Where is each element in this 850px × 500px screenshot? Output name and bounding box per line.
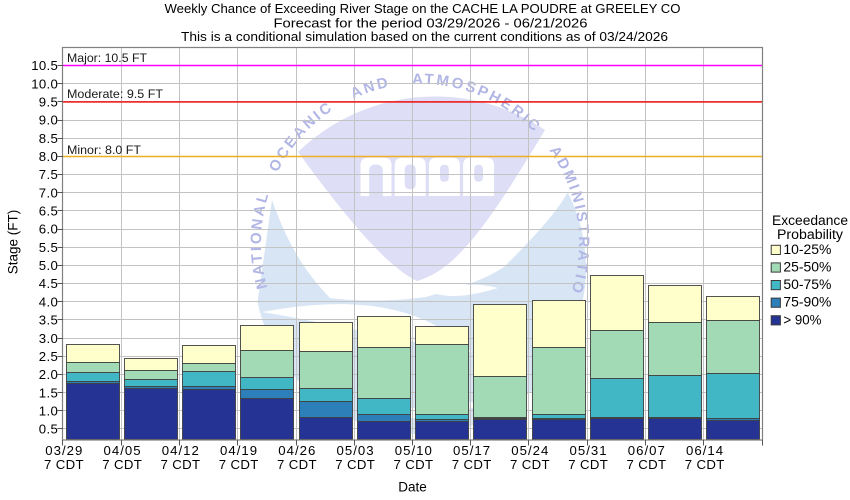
svg-text:This is a conditional simulati: This is a conditional simulation based o… (181, 29, 668, 44)
svg-text:2.0: 2.0 (39, 367, 58, 382)
svg-text:Exceedance: Exceedance (772, 213, 848, 228)
svg-text:Forecast for the period 03/29/: Forecast for the period 03/29/2026 - 06/… (274, 15, 588, 30)
svg-text:04/05: 04/05 (104, 443, 141, 458)
svg-text:7 CDT: 7 CDT (102, 457, 142, 472)
svg-text:05/10: 05/10 (395, 443, 432, 458)
svg-text:7.0: 7.0 (39, 185, 58, 200)
svg-text:6.0: 6.0 (39, 222, 58, 237)
svg-text:> 90%: > 90% (783, 312, 821, 327)
svg-text:05/24: 05/24 (511, 443, 548, 458)
svg-text:05/31: 05/31 (570, 443, 607, 458)
svg-text:3.5: 3.5 (39, 313, 58, 328)
svg-text:04/26: 04/26 (278, 443, 315, 458)
svg-text:8.5: 8.5 (39, 131, 58, 146)
svg-text:9.0: 9.0 (39, 113, 58, 128)
svg-text:2.5: 2.5 (39, 349, 58, 364)
svg-text:Date: Date (398, 480, 427, 495)
svg-text:5.5: 5.5 (39, 240, 58, 255)
svg-text:Weekly Chance of Exceeding Riv: Weekly Chance of Exceeding River Stage o… (165, 1, 681, 16)
svg-text:06/14: 06/14 (686, 443, 723, 458)
svg-text:Moderate: 9.5 FT: Moderate: 9.5 FT (67, 87, 163, 101)
svg-text:04/19: 04/19 (220, 443, 257, 458)
svg-text:05/03: 05/03 (337, 443, 374, 458)
svg-text:7 CDT: 7 CDT (568, 457, 608, 472)
svg-text:4.5: 4.5 (39, 276, 58, 291)
svg-text:7 CDT: 7 CDT (277, 457, 317, 472)
svg-text:10.5: 10.5 (31, 58, 58, 73)
svg-text:06/07: 06/07 (628, 443, 665, 458)
svg-text:50-75%: 50-75% (783, 277, 831, 292)
svg-text:3.0: 3.0 (39, 331, 58, 346)
svg-text:1.0: 1.0 (39, 403, 58, 418)
svg-text:04/12: 04/12 (162, 443, 199, 458)
svg-text:7 CDT: 7 CDT (627, 457, 667, 472)
svg-text:75-90%: 75-90% (783, 295, 831, 310)
svg-text:Minor: 8.0 FT: Minor: 8.0 FT (67, 143, 141, 157)
svg-text:03/29: 03/29 (45, 443, 82, 458)
svg-text:7 CDT: 7 CDT (44, 457, 84, 472)
svg-text:25-50%: 25-50% (783, 260, 831, 275)
svg-text:7 CDT: 7 CDT (394, 457, 434, 472)
svg-text:7 CDT: 7 CDT (452, 457, 492, 472)
svg-text:7.5: 7.5 (39, 167, 58, 182)
svg-text:7 CDT: 7 CDT (219, 457, 258, 472)
svg-text:7 CDT: 7 CDT (161, 457, 201, 472)
svg-text:6.5: 6.5 (39, 204, 58, 219)
svg-text:Major: 10.5 FT: Major: 10.5 FT (67, 51, 147, 65)
svg-text:7 CDT: 7 CDT (510, 457, 550, 472)
svg-text:0.5: 0.5 (39, 422, 58, 437)
svg-text:10.0: 10.0 (31, 76, 58, 91)
svg-text:05/17: 05/17 (453, 443, 490, 458)
svg-text:Probability: Probability (777, 227, 843, 242)
svg-text:4.0: 4.0 (39, 294, 58, 309)
svg-text:5.0: 5.0 (39, 258, 58, 273)
svg-text:7 CDT: 7 CDT (685, 457, 725, 472)
svg-text:Stage (FT): Stage (FT) (6, 210, 21, 275)
svg-text:9.5: 9.5 (39, 95, 58, 110)
svg-text:10-25%: 10-25% (783, 242, 831, 257)
svg-text:8.0: 8.0 (39, 149, 58, 164)
svg-text:7 CDT: 7 CDT (335, 457, 375, 472)
svg-text:1.5: 1.5 (39, 385, 58, 400)
